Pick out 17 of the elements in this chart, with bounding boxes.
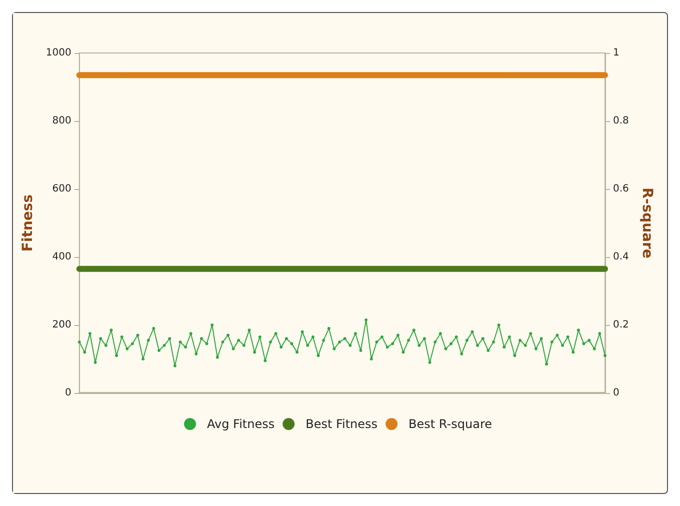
y2-tick-label: 0.8 [613, 116, 629, 126]
y-tick-label: 1000 [46, 48, 72, 58]
y2-tick-label: 0.2 [613, 320, 629, 330]
legend-label: Best Fitness [306, 417, 378, 431]
legend-label: Best R-square [408, 417, 492, 431]
y-tick-label: 200 [52, 320, 72, 330]
y-tick-label: 0 [64, 388, 72, 398]
y2-tick-label: 0.6 [613, 184, 629, 194]
y-axis-title: Fitness [20, 194, 36, 252]
y-tick-label: 600 [52, 184, 72, 194]
y2-tick-label: 0 [613, 388, 620, 398]
y-tick-label: 400 [52, 252, 72, 262]
y2-axis-title: R-square [638, 188, 655, 258]
legend-label: Avg Fitness [207, 417, 275, 431]
y2-tick-label: 1 [613, 48, 620, 58]
y2-tick-label: 0.4 [613, 252, 629, 262]
y-tick-label: 800 [52, 116, 72, 126]
